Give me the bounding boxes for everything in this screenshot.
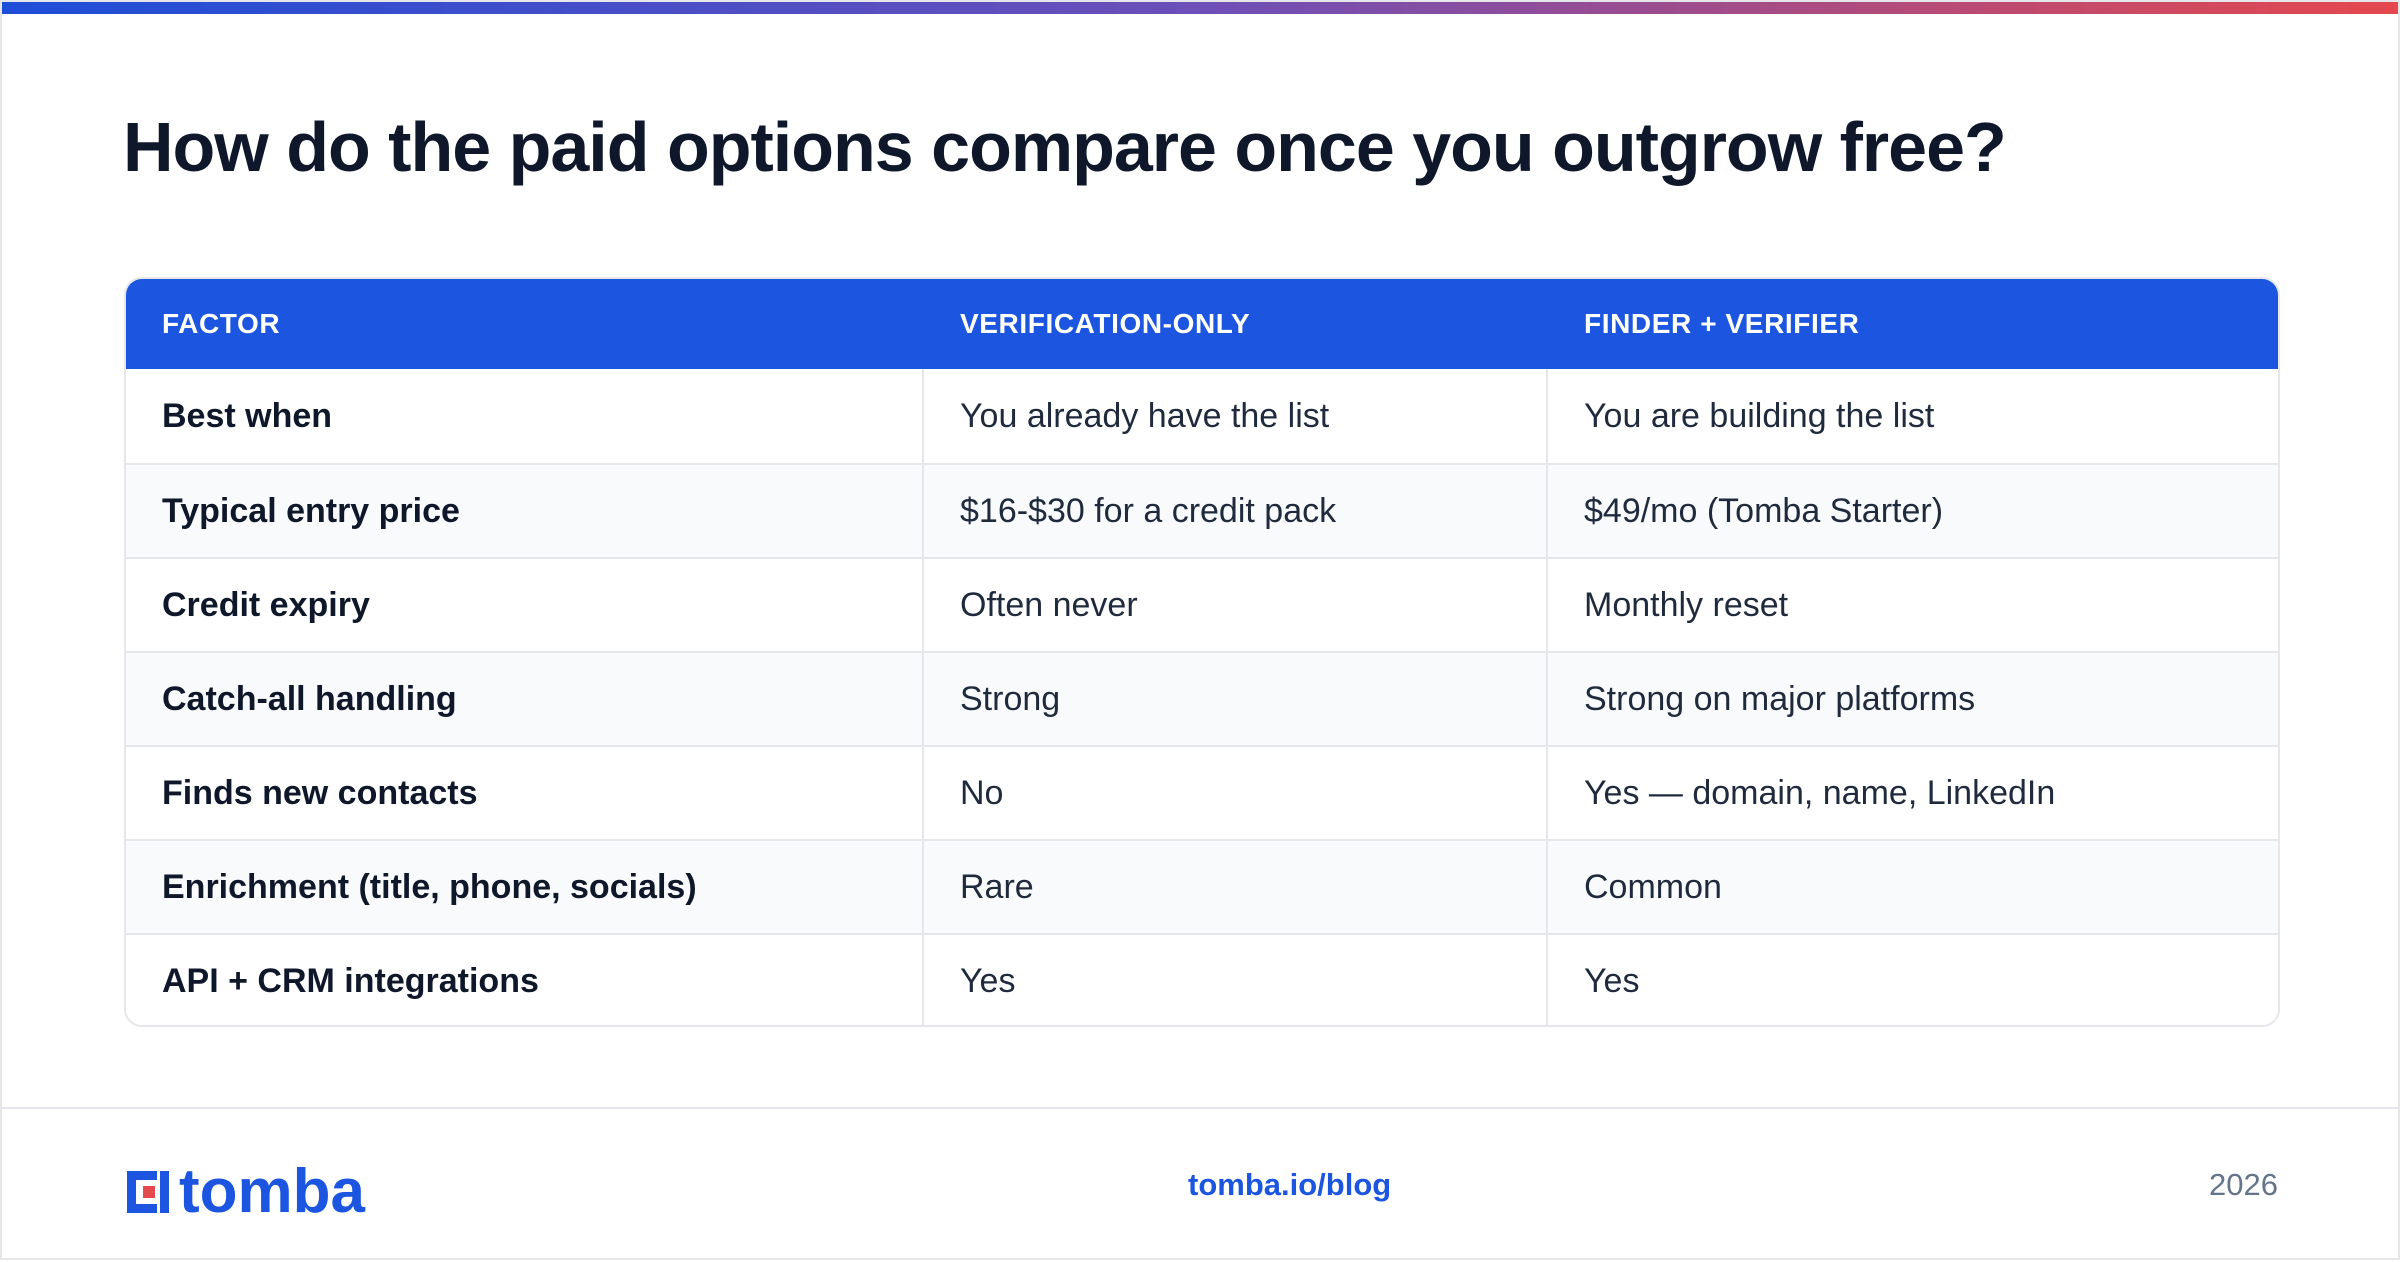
finder-verifier-cell: You are building the list bbox=[1584, 396, 1935, 435]
blog-link[interactable]: tomba.io/blog bbox=[1188, 1167, 1392, 1202]
header-finder-verifier: FINDER + VERIFIER bbox=[1584, 308, 1860, 339]
finder-verifier-cell: Strong on major platforms bbox=[1584, 679, 1976, 718]
table-row: Enrichment (title, phone, socials) Rare … bbox=[126, 839, 2278, 933]
header-verification-only: VERIFICATION-ONLY bbox=[960, 308, 1251, 339]
page-title: How do the paid options compare once you… bbox=[123, 108, 2007, 186]
table-row: Credit expiry Often never Monthly reset bbox=[126, 557, 2278, 651]
factor-cell: Enrichment (title, phone, socials) bbox=[126, 841, 924, 933]
table-row: Finds new contacts No Yes — domain, name… bbox=[126, 745, 2278, 839]
verification-only-cell: Often never bbox=[924, 559, 1548, 651]
verification-only-cell: $16-$30 for a credit pack bbox=[924, 465, 1548, 557]
verification-only-cell: Rare bbox=[924, 841, 1548, 933]
tomba-logo-text: tomba bbox=[179, 1157, 365, 1226]
finder-verifier-cell: Yes bbox=[1584, 961, 1640, 1000]
table-row: Best when You already have the list You … bbox=[126, 369, 2278, 463]
top-gradient-bar bbox=[2, 2, 2398, 14]
factor-cell: Best when bbox=[126, 369, 924, 463]
verification-only-cell: No bbox=[924, 747, 1548, 839]
footer-year: 2026 bbox=[2209, 1167, 2278, 1202]
factor-cell: Catch-all handling bbox=[126, 653, 924, 745]
factor-cell: Credit expiry bbox=[126, 559, 924, 651]
table-row: API + CRM integrations Yes Yes bbox=[126, 933, 2278, 1025]
finder-verifier-cell: Yes — domain, name, LinkedIn bbox=[1584, 773, 2056, 812]
tomba-logo-icon bbox=[127, 1171, 169, 1213]
finder-verifier-cell: $49/mo (Tomba Starter) bbox=[1584, 491, 1944, 530]
tomba-logo[interactable]: tomba bbox=[123, 1161, 365, 1223]
finder-verifier-cell: Common bbox=[1584, 867, 1722, 906]
comparison-table: FACTOR VERIFICATION-ONLY FINDER + VERIFI… bbox=[124, 277, 2280, 1027]
factor-cell: Finds new contacts bbox=[126, 747, 924, 839]
finder-verifier-cell: Monthly reset bbox=[1584, 585, 1789, 624]
footer: tomba tomba.io/blog 2026 bbox=[2, 1107, 2398, 1262]
verification-only-cell: You already have the list bbox=[924, 369, 1548, 463]
factor-cell: API + CRM integrations bbox=[126, 935, 924, 1025]
table-row: Typical entry price $16-$30 for a credit… bbox=[126, 463, 2278, 557]
factor-cell: Typical entry price bbox=[126, 465, 924, 557]
table-row: Catch-all handling Strong Strong on majo… bbox=[126, 651, 2278, 745]
verification-only-cell: Yes bbox=[924, 935, 1548, 1025]
verification-only-cell: Strong bbox=[924, 653, 1548, 745]
table-header-row: FACTOR VERIFICATION-ONLY FINDER + VERIFI… bbox=[126, 279, 2278, 369]
header-factor: FACTOR bbox=[162, 308, 281, 339]
